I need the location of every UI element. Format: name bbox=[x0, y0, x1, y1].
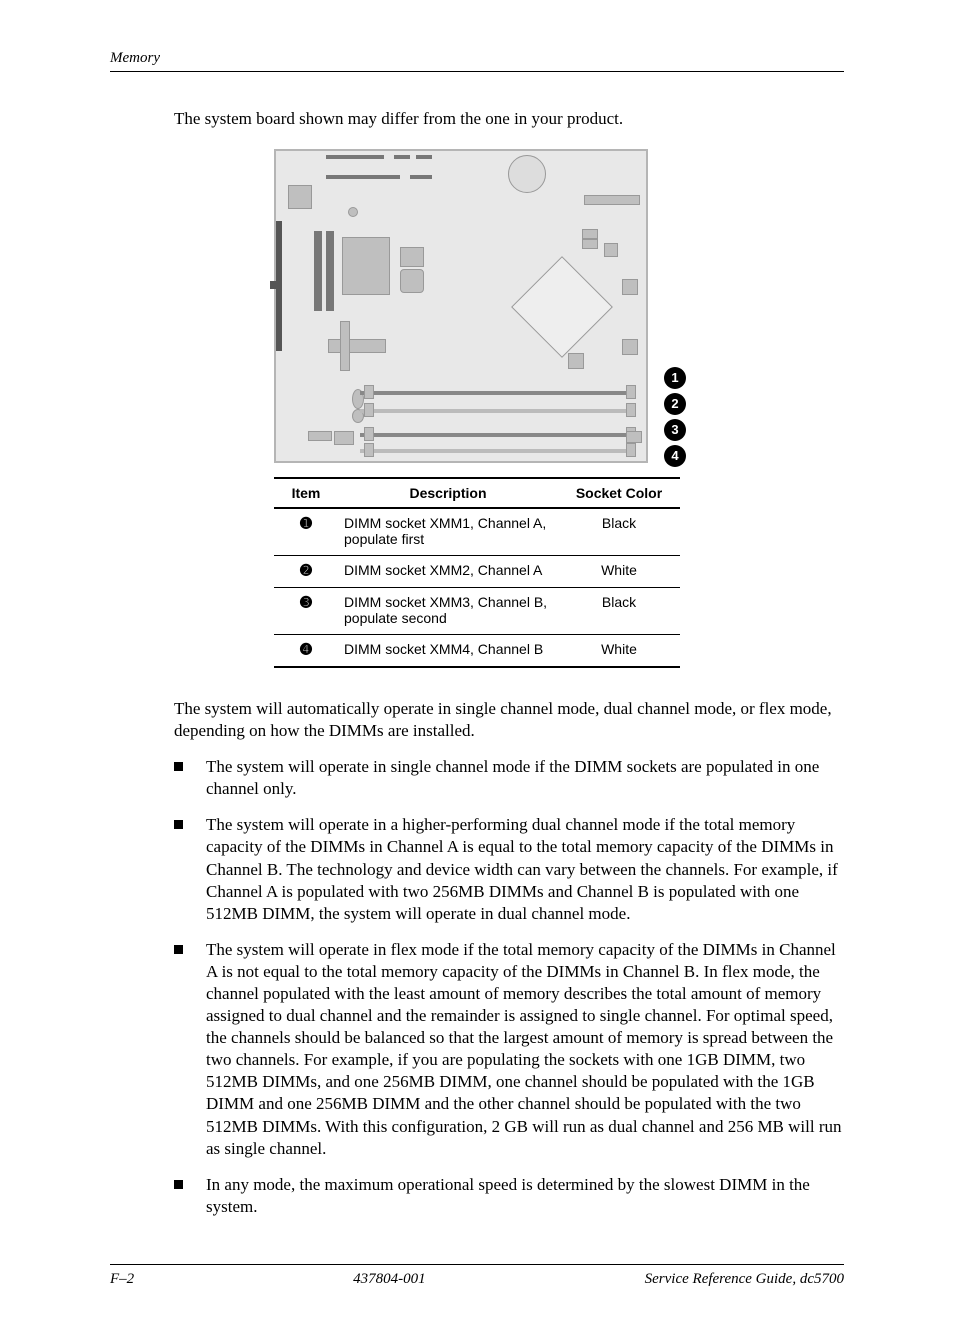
list-item: The system will operate in flex mode if … bbox=[174, 939, 844, 1160]
th-desc: Description bbox=[338, 478, 558, 508]
row3-desc: DIMM socket XMM3, Channel B, populate se… bbox=[338, 587, 558, 634]
row2-item: ➋ bbox=[300, 562, 312, 579]
list-item: In any mode, the maximum operational spe… bbox=[174, 1174, 844, 1218]
figure-block: 1 2 3 4 Item Description Socket Color ➊ … bbox=[274, 149, 680, 668]
table-row: ➍ DIMM socket XMM4, Channel B White bbox=[274, 634, 680, 667]
footer-left: F–2 bbox=[110, 1271, 134, 1288]
row4-item: ➍ bbox=[300, 641, 312, 658]
row4-desc: DIMM socket XMM4, Channel B bbox=[338, 634, 558, 667]
row3-item: ➌ bbox=[300, 594, 312, 611]
th-item: Item bbox=[274, 478, 338, 508]
row2-sock: White bbox=[558, 555, 680, 587]
intro-paragraph: The system board shown may differ from t… bbox=[174, 108, 844, 131]
callout-1: 1 bbox=[664, 367, 686, 389]
table-row: ➊ DIMM socket XMM1, Channel A, populate … bbox=[274, 508, 680, 556]
row2-desc: DIMM socket XMM2, Channel A bbox=[338, 555, 558, 587]
callout-2: 2 bbox=[664, 393, 686, 415]
running-header: Memory bbox=[110, 50, 844, 72]
motherboard-diagram: 1 2 3 4 bbox=[274, 149, 648, 463]
dimm-table: Item Description Socket Color ➊ DIMM soc… bbox=[274, 477, 680, 668]
row4-sock: White bbox=[558, 634, 680, 667]
th-sock: Socket Color bbox=[558, 478, 680, 508]
callout-4: 4 bbox=[664, 445, 686, 467]
mode-paragraph: The system will automatically operate in… bbox=[174, 698, 844, 742]
callout-3: 3 bbox=[664, 419, 686, 441]
table-row: ➌ DIMM socket XMM3, Channel B, populate … bbox=[274, 587, 680, 634]
footer-center: 437804-001 bbox=[134, 1271, 644, 1288]
row1-sock: Black bbox=[558, 508, 680, 556]
row1-item: ➊ bbox=[300, 515, 312, 532]
page-footer: F–2 437804-001 Service Reference Guide, … bbox=[110, 1264, 844, 1288]
row3-sock: Black bbox=[558, 587, 680, 634]
list-item: The system will operate in single channe… bbox=[174, 756, 844, 800]
footer-right: Service Reference Guide, dc5700 bbox=[645, 1271, 844, 1288]
row1-desc: DIMM socket XMM1, Channel A, populate fi… bbox=[338, 508, 558, 556]
list-item: The system will operate in a higher-perf… bbox=[174, 814, 844, 924]
table-row: ➋ DIMM socket XMM2, Channel A White bbox=[274, 555, 680, 587]
bullet-list: The system will operate in single channe… bbox=[174, 756, 844, 1218]
